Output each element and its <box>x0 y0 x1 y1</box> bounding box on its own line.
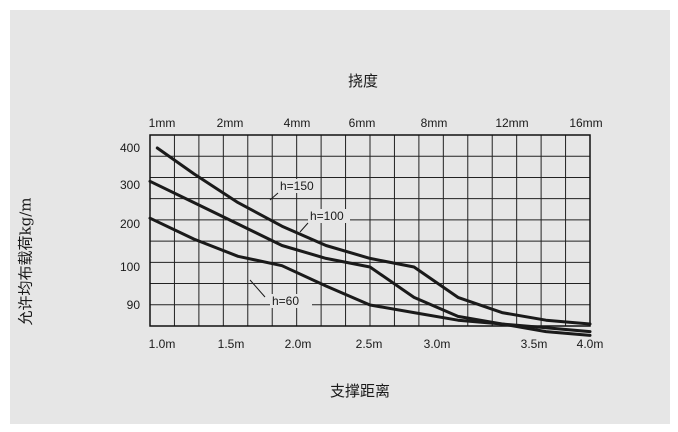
y-tick-label: 200 <box>120 217 140 231</box>
x-tick-label: 2.0m <box>285 337 312 351</box>
top-tick-label: 8mm <box>421 116 448 130</box>
top-axis-title: 挠度 <box>348 72 379 90</box>
series-label-leader <box>299 222 309 233</box>
top-tick-label: 1mm <box>149 116 176 130</box>
chart-canvas: 1mm 2mm 4mm 6mm 8mm 12mm 16mm 1.0m 1.5m 2.0m 2.5m 3… <box>120 116 604 351</box>
x-tick-label: 1.0m <box>149 337 176 351</box>
x-tick-label: 3.0m <box>424 337 451 351</box>
chart-panel: 挠度 支撑距离 允许均布载荷kg/m 1mm 2mm 4mm 6mm 8mm 12mm 16… <box>10 10 670 424</box>
y-tick-label: 400 <box>120 141 140 155</box>
top-tick-label: 2mm <box>217 116 244 130</box>
series-label-bg <box>308 209 350 223</box>
top-tick-label: 6mm <box>349 116 376 130</box>
x-tick-label: 1.5m <box>218 337 245 351</box>
series-label: h=60 <box>272 294 299 308</box>
series-line-h-60 <box>148 216 592 334</box>
plot-frame <box>149 134 591 327</box>
series-label-bg <box>278 179 320 193</box>
top-tick-label: 4mm <box>284 116 311 130</box>
x-axis-title: 支撑距离 <box>330 382 391 400</box>
top-tick-label: 16mm <box>569 116 602 130</box>
series-label-leader <box>249 279 266 298</box>
series-label: h=100 <box>310 209 344 223</box>
series-label-leader <box>269 192 279 201</box>
top-tick-label: 12mm <box>495 116 528 130</box>
x-tick-label: 2.5m <box>356 337 383 351</box>
series-label: h=150 <box>280 179 314 193</box>
y-tick-label: 300 <box>120 178 140 192</box>
series-line-h-150 <box>155 146 592 326</box>
series-label-bg <box>270 294 312 308</box>
x-tick-label: 3.5m <box>521 337 548 351</box>
x-tick-label: 4.0m <box>577 337 604 351</box>
y-tick-label: 100 <box>120 260 140 274</box>
y-tick-label: 90 <box>127 298 141 312</box>
